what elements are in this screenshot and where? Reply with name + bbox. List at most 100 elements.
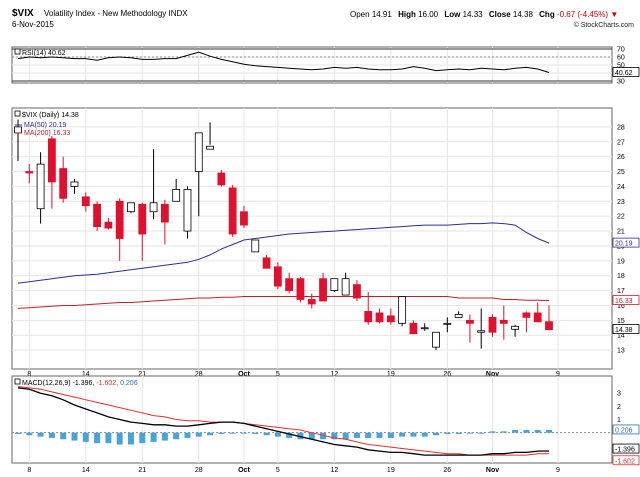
macd-legend-part-0: MACD(12,26,9) bbox=[22, 380, 73, 387]
rsi-ytick-1: 60 bbox=[617, 55, 625, 62]
candle-38 bbox=[443, 322, 452, 325]
candle-22 bbox=[262, 257, 271, 269]
macd-hist-40 bbox=[466, 432, 473, 434]
ma50-legend: MA(50) 20.19 bbox=[24, 122, 67, 129]
macd-xtick-9: Nov bbox=[486, 467, 499, 474]
candle-10 bbox=[127, 202, 135, 213]
price-panel bbox=[11, 107, 613, 370]
candle-5 bbox=[70, 181, 79, 187]
macd-hist-44 bbox=[512, 430, 519, 433]
candle-33 bbox=[386, 315, 395, 323]
macd-hist-6 bbox=[82, 432, 89, 442]
chg-down-arrow-icon: ▼ bbox=[610, 10, 619, 19]
ma200-line bbox=[17, 296, 550, 309]
macd-hist-22 bbox=[263, 432, 270, 436]
open-value: 14.91 bbox=[371, 10, 392, 19]
candle-39 bbox=[454, 313, 463, 318]
macd-hist-45 bbox=[523, 430, 530, 433]
macd-hist-17 bbox=[207, 432, 214, 436]
macd-hist-24 bbox=[286, 432, 293, 438]
price-ytick-3: 25 bbox=[617, 169, 625, 176]
symbol-label: $VIX bbox=[12, 8, 34, 19]
price-ytick-13: 15 bbox=[617, 318, 625, 325]
macd-xtick-7: 19 bbox=[387, 467, 395, 474]
candle-37 bbox=[432, 331, 440, 348]
price-xtick-1: 14 bbox=[82, 371, 90, 378]
price-xtick-8: 26 bbox=[443, 371, 451, 378]
macd-last-value: -1.396 bbox=[615, 447, 635, 454]
price-xtick-5: 5 bbox=[276, 371, 280, 378]
macd-hist-8 bbox=[105, 432, 112, 444]
macd-legend-part-3: 0.206 bbox=[120, 380, 138, 387]
candle-24 bbox=[285, 278, 294, 291]
candle-21 bbox=[251, 239, 260, 253]
macd-hist-5 bbox=[71, 432, 78, 441]
rsi-ytick-2: 50 bbox=[617, 63, 625, 70]
candle-35 bbox=[409, 322, 418, 335]
candle-19 bbox=[228, 187, 237, 235]
macd-hist-3 bbox=[48, 432, 55, 438]
macd-hist-10 bbox=[127, 432, 134, 445]
candle-4 bbox=[59, 168, 68, 199]
price-ytick-7: 21 bbox=[617, 229, 625, 236]
candle-28 bbox=[330, 278, 339, 291]
macd-ytick-2: 1 bbox=[617, 417, 621, 424]
macd-hist-37 bbox=[433, 432, 440, 436]
candle-31 bbox=[364, 311, 373, 323]
rsi-legend-swatch bbox=[14, 48, 21, 55]
macd-xtick-8: 26 bbox=[443, 467, 451, 474]
candle-27 bbox=[319, 278, 327, 302]
candle-17 bbox=[206, 145, 214, 150]
macd-panel bbox=[11, 375, 613, 464]
ma50-last-value-box bbox=[612, 237, 640, 248]
price-ytick-0: 28 bbox=[617, 124, 625, 131]
macd-hist-21 bbox=[252, 432, 259, 434]
exchange-label: INDX bbox=[168, 9, 188, 18]
price-xtick-9: Nov bbox=[486, 371, 499, 378]
candle-13 bbox=[160, 203, 169, 223]
price-ytick-9: 19 bbox=[617, 258, 625, 265]
price-xtick-7: 19 bbox=[387, 371, 395, 378]
macd-hist-13 bbox=[161, 432, 168, 441]
macd-hist-33 bbox=[387, 432, 394, 438]
candle-8 bbox=[104, 221, 113, 229]
price-xtick-4: Oct bbox=[238, 371, 250, 378]
candle-0 bbox=[14, 126, 22, 134]
candle-46 bbox=[533, 312, 542, 323]
price-ytick-4: 24 bbox=[617, 184, 625, 191]
macd-hist-27 bbox=[320, 432, 327, 440]
macd-hist-26 bbox=[308, 432, 315, 440]
ma50-line bbox=[17, 222, 550, 284]
chg-label: Chg bbox=[539, 10, 555, 19]
candle-11 bbox=[138, 203, 147, 235]
candle-32 bbox=[375, 312, 384, 323]
candle-41 bbox=[477, 330, 486, 333]
candle-45 bbox=[522, 312, 531, 318]
macd-ytick-1: 2 bbox=[617, 404, 621, 411]
candle-14 bbox=[172, 188, 181, 202]
candle-18 bbox=[217, 172, 226, 186]
macd-hist-19 bbox=[229, 432, 236, 434]
price-ytick-12: 16 bbox=[617, 303, 625, 310]
vix-legend: $VIX (Daily) 14.38 bbox=[22, 112, 79, 119]
high-label: High bbox=[398, 10, 416, 19]
ma200-last-value: 16.33 bbox=[615, 298, 633, 305]
price-xtick-6: 12 bbox=[330, 371, 338, 378]
low-value: 14.33 bbox=[462, 10, 483, 19]
ma200-last-value-box bbox=[612, 295, 640, 305]
candle-43 bbox=[499, 319, 508, 324]
candle-9 bbox=[115, 200, 124, 239]
macd-hist-28 bbox=[331, 432, 338, 440]
macd-hist-36 bbox=[421, 432, 428, 437]
macd-hist-7 bbox=[94, 432, 101, 444]
chart-header: $VIX Volatility Index - New Methodology … bbox=[0, 0, 640, 46]
candle-16 bbox=[194, 132, 203, 172]
price-last-value-box bbox=[612, 324, 640, 334]
macd-hist-last-value-box bbox=[612, 424, 640, 435]
price-ytick-6: 22 bbox=[617, 214, 625, 221]
macd-hist-16 bbox=[195, 432, 202, 437]
macd-hist-1 bbox=[26, 432, 33, 436]
macd-hist-29 bbox=[342, 432, 349, 440]
candle-42 bbox=[488, 316, 497, 333]
